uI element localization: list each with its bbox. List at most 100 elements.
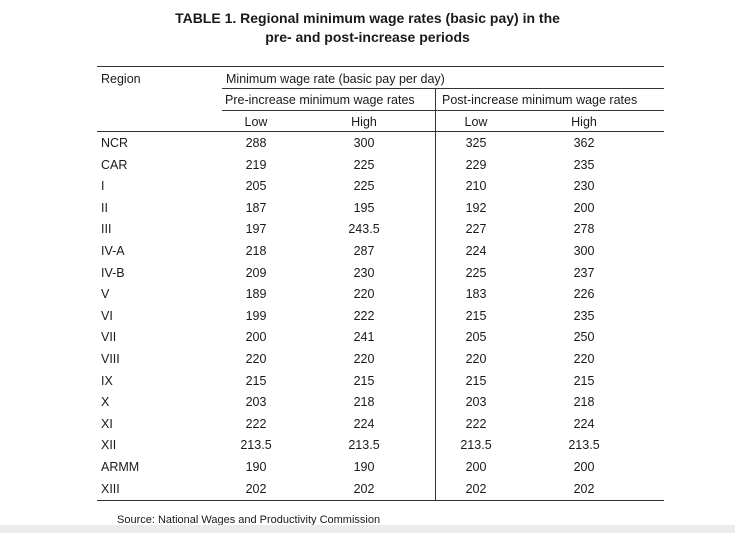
pre-low-cell: 205 [245,179,267,193]
pre-low-cell: 209 [245,266,267,280]
post-high-cell: 220 [573,352,595,366]
post-low-cell: 192 [465,201,487,215]
post-increase-header: Post-increase minimum wage rates [442,93,638,107]
pre-high-cell: 287 [353,244,375,258]
pre-low-cell: 190 [245,460,267,474]
top-rule [97,66,664,67]
pre-low-cell: 222 [245,417,267,431]
period-header-rule [222,110,664,111]
post-high-cell: 218 [573,395,595,409]
pre-high-cell: 243.5 [348,222,380,236]
pre-high-cell: 300 [353,136,375,150]
region-cell: II [101,201,108,215]
region-cell: XIII [101,482,120,496]
post-high-cell: 235 [573,309,595,323]
post-high-cell: 200 [573,201,595,215]
pre-high-header: High [351,115,377,129]
pre-high-cell: 213.5 [348,438,380,452]
region-cell: VI [101,309,113,323]
bottom-strip [0,525,735,533]
pre-high-cell: 220 [353,352,375,366]
table-title: TABLE 1. Regional minimum wage rates (ba… [0,9,735,47]
pre-high-cell: 220 [353,287,375,301]
bottom-rule [97,500,664,501]
pre-high-cell: 230 [353,266,375,280]
post-high-cell: 202 [573,482,595,496]
pre-low-cell: 220 [245,352,267,366]
region-cell: IX [101,374,113,388]
pre-low-cell: 189 [245,287,267,301]
pre-high-cell: 222 [353,309,375,323]
post-high-cell: 362 [573,136,595,150]
pre-low-cell: 203 [245,395,267,409]
post-low-cell: 202 [465,482,487,496]
region-cell: X [101,395,110,409]
pre-high-cell: 218 [353,395,375,409]
post-low-cell: 222 [465,417,487,431]
pre-low-cell: 288 [245,136,267,150]
source-note: Source: National Wages and Productivity … [117,514,381,526]
post-low-cell: 205 [465,330,487,344]
pre-low-cell: 219 [245,158,267,172]
pre-high-cell: 241 [353,330,375,344]
post-high-cell: 200 [573,460,595,474]
region-cell: VIII [101,352,120,366]
post-low-cell: 183 [465,287,487,301]
pre-high-cell: 224 [353,417,375,431]
pre-low-cell: 187 [245,201,267,215]
wage-group-header: Minimum wage rate (basic pay per day) [226,72,445,86]
pre-high-cell: 202 [353,482,375,496]
pre-low-cell: 202 [245,482,267,496]
pre-low-cell: 218 [245,244,267,258]
table-title-line-2: pre- and post-increase periods [265,29,470,45]
region-cell: ARMM [101,460,140,474]
region-cell: V [101,287,110,301]
post-high-cell: 213.5 [568,438,600,452]
region-cell: XII [101,438,117,452]
table-title-line-1: TABLE 1. Regional minimum wage rates (ba… [175,10,560,26]
post-low-cell: 229 [465,158,487,172]
post-low-cell: 325 [465,136,487,150]
post-high-cell: 235 [573,158,595,172]
group-header-rule [222,88,664,89]
pre-high-cell: 190 [353,460,375,474]
region-cell: III [101,222,112,236]
post-low-cell: 215 [465,374,487,388]
post-low-cell: 224 [465,244,487,258]
post-low-cell: 220 [465,352,487,366]
region-header: Region [101,72,141,86]
period-divider [435,89,436,500]
post-low-cell: 227 [465,222,487,236]
pre-low-cell: 215 [245,374,267,388]
region-cell: NCR [101,136,129,150]
pre-high-cell: 225 [353,158,375,172]
post-high-cell: 224 [573,417,595,431]
pre-low-cell: 199 [245,309,267,323]
region-cell: IV-A [101,244,125,258]
pre-increase-header: Pre-increase minimum wage rates [225,93,415,107]
post-low-cell: 225 [465,266,487,280]
region-cell: I [101,179,105,193]
post-low-cell: 200 [465,460,487,474]
post-low-header: Low [464,115,488,129]
post-high-cell: 230 [573,179,595,193]
post-high-cell: 215 [573,374,595,388]
post-low-cell: 213.5 [460,438,492,452]
pre-high-cell: 215 [353,374,375,388]
post-high-cell: 237 [573,266,595,280]
post-low-cell: 210 [465,179,487,193]
region-cell: IV-B [101,266,125,280]
pre-low-cell: 197 [245,222,267,236]
region-cell: CAR [101,158,128,172]
post-high-cell: 278 [573,222,595,236]
pre-low-cell: 200 [245,330,267,344]
pre-high-cell: 195 [353,201,375,215]
post-low-cell: 215 [465,309,487,323]
post-high-cell: 300 [573,244,595,258]
pre-low-header: Low [244,115,268,129]
post-low-cell: 203 [465,395,487,409]
region-cell: VII [101,330,117,344]
post-high-cell: 226 [573,287,595,301]
region-cell: XI [101,417,113,431]
post-high-header: High [571,115,597,129]
